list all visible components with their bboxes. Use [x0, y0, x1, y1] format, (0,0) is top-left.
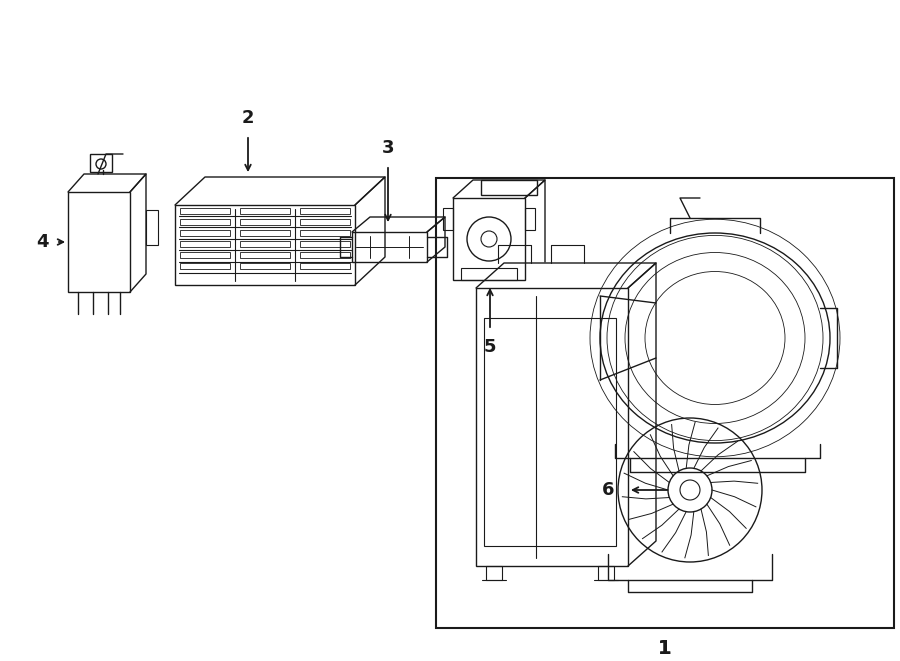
Text: 1: 1 — [658, 639, 671, 658]
Text: 4: 4 — [36, 233, 49, 251]
Bar — [481, 180, 537, 195]
Bar — [484, 318, 616, 546]
Bar — [300, 241, 350, 247]
Bar — [180, 252, 230, 258]
Bar — [443, 208, 453, 230]
Bar — [300, 208, 350, 214]
Bar — [240, 241, 290, 247]
Bar — [90, 154, 112, 172]
Bar — [461, 268, 517, 280]
Bar — [476, 288, 628, 566]
Bar — [180, 208, 230, 214]
Bar — [300, 219, 350, 225]
Text: 2: 2 — [242, 109, 254, 127]
Bar — [68, 192, 130, 292]
Text: 1: 1 — [658, 639, 671, 658]
Bar — [300, 263, 350, 269]
Bar — [240, 219, 290, 225]
Bar — [453, 198, 525, 280]
Text: 6: 6 — [602, 481, 614, 499]
Text: 5: 5 — [484, 338, 496, 356]
Bar — [146, 210, 158, 245]
Bar — [525, 208, 535, 230]
Bar — [175, 205, 355, 285]
Bar — [598, 566, 614, 580]
Bar — [240, 208, 290, 214]
Bar — [180, 230, 230, 236]
Bar — [240, 230, 290, 236]
Bar — [352, 232, 427, 262]
Bar — [180, 219, 230, 225]
Bar — [486, 566, 502, 580]
Bar — [300, 230, 350, 236]
Bar — [180, 241, 230, 247]
Text: 3: 3 — [382, 139, 394, 157]
Bar — [240, 252, 290, 258]
Bar — [240, 263, 290, 269]
Bar — [180, 263, 230, 269]
Bar — [436, 178, 894, 628]
Bar — [300, 252, 350, 258]
